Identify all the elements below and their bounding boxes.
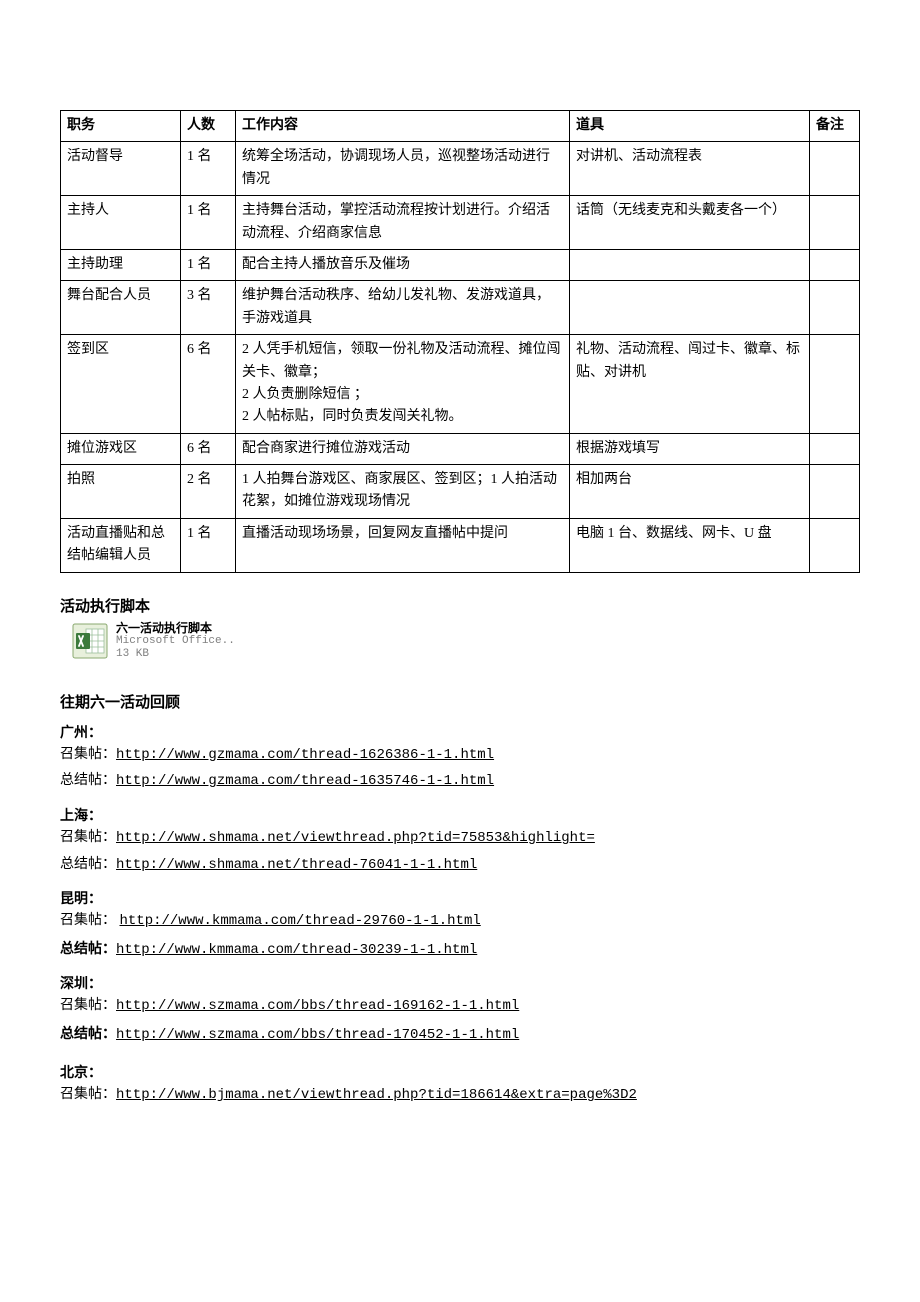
- link-label: 召集帖：: [60, 830, 116, 845]
- cell-work: 直播活动现场场景，回复网友直播帖中提问: [236, 518, 570, 572]
- file-size: 13 KB: [116, 648, 235, 661]
- cell-notes: [810, 518, 860, 572]
- city-heading: 北京：: [60, 1062, 860, 1082]
- thread-link[interactable]: http://www.szmama.com/bbs/thread-169162-…: [116, 998, 519, 1014]
- link-label: 总结帖：: [60, 857, 116, 872]
- cell-role: 主持助理: [61, 249, 181, 280]
- cell-count: 2 名: [181, 465, 236, 519]
- thread-link[interactable]: http://www.szmama.com/bbs/thread-170452-…: [116, 1027, 519, 1043]
- cell-work: 统筹全场活动，协调现场人员，巡视整场活动进行情况: [236, 142, 570, 196]
- excel-file-icon: [72, 623, 108, 659]
- cell-count: 1 名: [181, 249, 236, 280]
- cell-props: 相加两台: [570, 465, 810, 519]
- cell-props: [570, 281, 810, 335]
- header-count: 人数: [181, 111, 236, 142]
- cell-notes: [810, 335, 860, 434]
- cell-role: 签到区: [61, 335, 181, 434]
- cell-work: 配合主持人播放音乐及催场: [236, 249, 570, 280]
- thread-link[interactable]: http://www.kmmama.com/thread-30239-1-1.h…: [116, 942, 477, 958]
- city-heading: 深圳：: [60, 973, 860, 993]
- thread-link[interactable]: http://www.gzmama.com/thread-1626386-1-1…: [116, 747, 494, 763]
- link-line: 召集帖： http://www.kmmama.com/thread-29760-…: [60, 908, 860, 935]
- file-app: Microsoft Office..: [116, 635, 235, 648]
- cell-role: 活动督导: [61, 142, 181, 196]
- table-row: 活动督导1 名统筹全场活动，协调现场人员，巡视整场活动进行情况对讲机、活动流程表: [61, 142, 860, 196]
- cell-role: 摊位游戏区: [61, 433, 181, 464]
- script-heading: 活动执行脚本: [60, 595, 860, 616]
- link-line: 召集帖：http://www.szmama.com/bbs/thread-169…: [60, 993, 860, 1020]
- table-row: 拍照2 名1 人拍舞台游戏区、商家展区、签到区；1 人拍活动花絮，如摊位游戏现场…: [61, 465, 860, 519]
- staff-table: 职务 人数 工作内容 道具 备注 活动督导1 名统筹全场活动，协调现场人员，巡视…: [60, 110, 860, 573]
- cell-notes: [810, 142, 860, 196]
- file-meta: 六一活动执行脚本 Microsoft Office.. 13 KB: [116, 622, 235, 661]
- file-attachment[interactable]: 六一活动执行脚本 Microsoft Office.. 13 KB: [72, 622, 860, 661]
- cell-notes: [810, 281, 860, 335]
- cell-count: 6 名: [181, 433, 236, 464]
- header-props: 道具: [570, 111, 810, 142]
- cell-props: 对讲机、活动流程表: [570, 142, 810, 196]
- cell-role: 舞台配合人员: [61, 281, 181, 335]
- link-line: 总结帖：http://www.shmama.net/thread-76041-1…: [60, 852, 860, 879]
- table-row: 主持助理1 名配合主持人播放音乐及催场: [61, 249, 860, 280]
- cell-work: 主持舞台活动，掌控活动流程按计划进行。介绍活动流程、介绍商家信息: [236, 196, 570, 250]
- thread-link[interactable]: http://www.shmama.net/thread-76041-1-1.h…: [116, 857, 477, 873]
- link-line: 召集帖：http://www.shmama.net/viewthread.php…: [60, 825, 860, 852]
- table-row: 签到区6 名2 人凭手机短信，领取一份礼物及活动流程、摊位闯关卡、徽章； 2 人…: [61, 335, 860, 434]
- thread-link[interactable]: http://www.shmama.net/viewthread.php?tid…: [116, 830, 595, 846]
- city-heading: 上海：: [60, 805, 860, 825]
- link-line: 总结帖：http://www.gzmama.com/thread-1635746…: [60, 768, 860, 795]
- cell-props: 电脑 1 台、数据线、网卡、U 盘: [570, 518, 810, 572]
- thread-link[interactable]: http://www.gzmama.com/thread-1635746-1-1…: [116, 773, 494, 789]
- link-label: 召集帖：: [60, 747, 116, 762]
- link-line: 总结帖：http://www.szmama.com/bbs/thread-170…: [60, 1020, 860, 1049]
- cell-props: 礼物、活动流程、闯过卡、徽章、标贴、对讲机: [570, 335, 810, 434]
- cell-work: 1 人拍舞台游戏区、商家展区、签到区；1 人拍活动花絮，如摊位游戏现场情况: [236, 465, 570, 519]
- cell-props: 根据游戏填写: [570, 433, 810, 464]
- cell-notes: [810, 465, 860, 519]
- link-line: 召集帖：http://www.gzmama.com/thread-1626386…: [60, 742, 860, 769]
- cell-props: [570, 249, 810, 280]
- cell-count: 3 名: [181, 281, 236, 335]
- cell-count: 1 名: [181, 196, 236, 250]
- link-line: 总结帖：http://www.kmmama.com/thread-30239-1…: [60, 935, 860, 964]
- table-header-row: 职务 人数 工作内容 道具 备注: [61, 111, 860, 142]
- cell-count: 1 名: [181, 518, 236, 572]
- link-label: 总结帖：: [60, 773, 116, 788]
- file-name: 六一活动执行脚本: [116, 622, 235, 636]
- header-notes: 备注: [810, 111, 860, 142]
- cell-notes: [810, 433, 860, 464]
- header-role: 职务: [61, 111, 181, 142]
- table-row: 活动直播贴和总结帖编辑人员1 名直播活动现场场景，回复网友直播帖中提问电脑 1 …: [61, 518, 860, 572]
- cell-work: 维护舞台活动秩序、给幼儿发礼物、发游戏道具，手游戏道具: [236, 281, 570, 335]
- link-line: 召集帖：http://www.bjmama.net/viewthread.php…: [60, 1082, 860, 1109]
- cell-role: 主持人: [61, 196, 181, 250]
- cell-notes: [810, 196, 860, 250]
- cell-notes: [810, 249, 860, 280]
- cell-role: 活动直播贴和总结帖编辑人员: [61, 518, 181, 572]
- cell-count: 6 名: [181, 335, 236, 434]
- cell-work: 2 人凭手机短信，领取一份礼物及活动流程、摊位闯关卡、徽章； 2 人负责删除短信…: [236, 335, 570, 434]
- table-row: 舞台配合人员3 名维护舞台活动秩序、给幼儿发礼物、发游戏道具，手游戏道具: [61, 281, 860, 335]
- link-label: 总结帖：: [60, 1025, 116, 1041]
- link-label: 召集帖：: [60, 913, 120, 928]
- cell-role: 拍照: [61, 465, 181, 519]
- table-row: 摊位游戏区6 名配合商家进行摊位游戏活动根据游戏填写: [61, 433, 860, 464]
- link-label: 召集帖：: [60, 998, 116, 1013]
- thread-link[interactable]: http://www.bjmama.net/viewthread.php?tid…: [116, 1087, 637, 1103]
- review-heading: 往期六一活动回顾: [60, 691, 860, 712]
- cell-work: 配合商家进行摊位游戏活动: [236, 433, 570, 464]
- link-label: 召集帖：: [60, 1087, 116, 1102]
- city-heading: 广州：: [60, 722, 860, 742]
- table-row: 主持人1 名主持舞台活动，掌控活动流程按计划进行。介绍活动流程、介绍商家信息话筒…: [61, 196, 860, 250]
- cell-count: 1 名: [181, 142, 236, 196]
- cell-props: 话筒（无线麦克和头戴麦各一个）: [570, 196, 810, 250]
- thread-link[interactable]: http://www.kmmama.com/thread-29760-1-1.h…: [120, 913, 481, 929]
- header-work: 工作内容: [236, 111, 570, 142]
- city-heading: 昆明：: [60, 888, 860, 908]
- link-label: 总结帖：: [60, 940, 116, 956]
